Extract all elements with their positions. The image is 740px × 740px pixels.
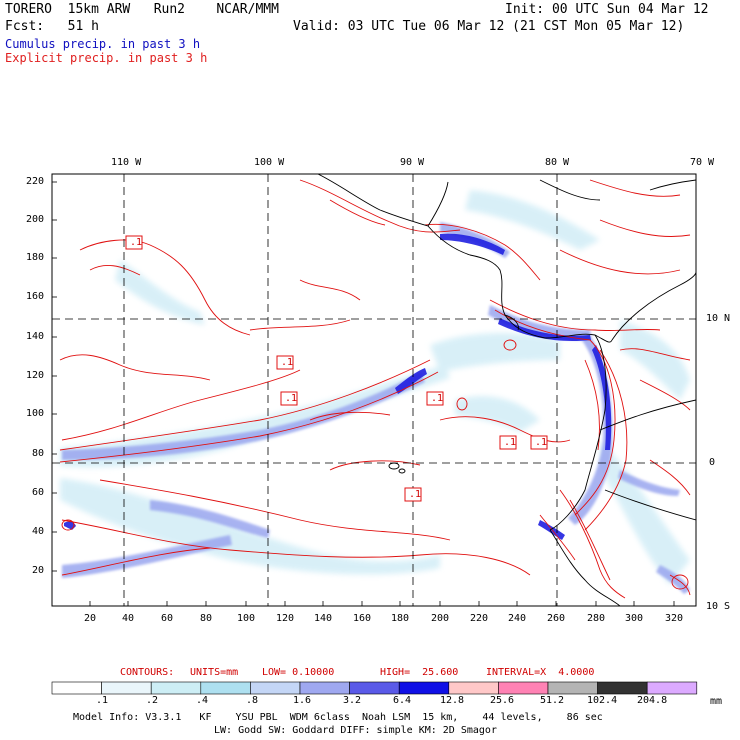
colorbar-label: .1 (96, 695, 109, 706)
lon-tick-80w: 80 W (545, 157, 570, 168)
colorbar-label: .4 (196, 695, 209, 706)
colorbar-swatch (398, 681, 450, 695)
x-tick: 260 (547, 613, 566, 624)
x-tick: 220 (470, 613, 489, 624)
lat-tick-10n: 10 N (706, 313, 731, 324)
plot-frame (51, 173, 697, 607)
colorbar-swatch (200, 681, 251, 695)
x-tick: 180 (391, 613, 410, 624)
contour-info-units: UNITS=mm (190, 667, 239, 678)
colorbar-label: 204.8 (637, 695, 668, 706)
colorbar-swatch (597, 681, 648, 695)
contour-label: .1 (431, 393, 444, 404)
galapagos-islands (388, 462, 406, 474)
forecast-hour: Fcst: 51 h (5, 19, 99, 34)
x-tick: 320 (665, 613, 684, 624)
model-info-line2: LW: Godd SW: Goddard DIFF: simple KM: 2D… (214, 725, 497, 736)
colorbar-label: 51.2 (540, 695, 565, 706)
legend-explicit: Explicit precip. in past 3 h (5, 51, 208, 65)
lon-tick-90w: 90 W (400, 157, 425, 168)
x-tick: 300 (625, 613, 644, 624)
colorbar-label: 3.2 (343, 695, 362, 706)
lon-tick-70w: 70 W (690, 157, 715, 168)
colorbar-label: 102.4 (587, 695, 618, 706)
colorbar-label: .8 (246, 695, 259, 706)
coastlines (317, 174, 696, 606)
colorbar-swatch (448, 681, 499, 695)
contour-info-low: LOW= 0.10000 (262, 667, 335, 678)
lat-tick-10s: 10 S (706, 601, 731, 612)
colorbar-swatch (349, 681, 400, 695)
contour-label: .1 (281, 357, 294, 368)
colorbar-label: 12.8 (440, 695, 465, 706)
cumulus-light-precip (60, 190, 690, 585)
contour-label-boxes (125, 235, 548, 502)
y-tick: 120 (26, 370, 45, 381)
model-title: TORERO 15km ARW Run2 NCAR/MMM (5, 2, 279, 17)
y-tick: 160 (26, 291, 45, 302)
colorbar-swatch (51, 681, 102, 695)
contour-label: .1 (130, 237, 143, 248)
x-tick: 200 (431, 613, 450, 624)
y-tick: 200 (26, 214, 45, 225)
x-tick: 20 (84, 613, 97, 624)
colorbar-swatch (646, 681, 698, 695)
colorbar-swatch (299, 681, 350, 695)
valid-time: Valid: 03 UTC Tue 06 Mar 12 (21 CST Mon … (293, 19, 685, 34)
contour-info-label: CONTOURS: (120, 667, 175, 678)
y-tick: 80 (32, 448, 45, 459)
colorbar-unit: mm (710, 696, 723, 707)
tick-marks (52, 181, 675, 606)
x-tick: 40 (122, 613, 135, 624)
colorbar-swatch (101, 681, 152, 695)
contour-info-interval: INTERVAL=X 4.0000 (486, 667, 595, 678)
x-tick: 80 (200, 613, 213, 624)
x-tick: 100 (237, 613, 256, 624)
colorbar-label: .2 (146, 695, 159, 706)
contour-label: .1 (285, 393, 298, 404)
x-tick: 160 (353, 613, 372, 624)
contour-label: .1 (409, 489, 422, 500)
x-tick: 140 (314, 613, 333, 624)
colorbar-swatch (150, 681, 202, 695)
y-tick: 140 (26, 331, 45, 342)
y-tick: 40 (32, 526, 45, 537)
x-tick: 240 (508, 613, 527, 624)
y-tick: 20 (32, 565, 45, 576)
y-tick: 220 (26, 176, 45, 187)
contour-info-high: HIGH= 25.600 (380, 667, 459, 678)
x-tick: 60 (161, 613, 174, 624)
lon-tick-100w: 100 W (254, 157, 285, 168)
y-tick: 60 (32, 487, 45, 498)
y-tick: 180 (26, 252, 45, 263)
x-tick: 120 (276, 613, 295, 624)
lon-tick-110w: 110 W (111, 157, 142, 168)
colorbar-label: 25.6 (490, 695, 515, 706)
colorbar-label: 6.4 (393, 695, 412, 706)
contour-label: .1 (535, 437, 548, 448)
colorbar (51, 681, 698, 695)
colorbar-swatch (250, 681, 301, 695)
colorbar-swatch (498, 681, 549, 695)
y-tick: 100 (26, 408, 45, 419)
lat-tick-0: 0 (709, 457, 716, 468)
init-time: Init: 00 UTC Sun 04 Mar 12 (505, 2, 709, 17)
colorbar-swatch (547, 681, 598, 695)
contour-label: .1 (504, 437, 517, 448)
legend-cumulus: Cumulus precip. in past 3 h (5, 37, 201, 51)
graticule (52, 174, 696, 606)
x-tick: 280 (587, 613, 606, 624)
model-info-line1: Model Info: V3.3.1 KF YSU PBL WDM 6class… (73, 712, 603, 723)
colorbar-label: 1.6 (293, 695, 312, 706)
